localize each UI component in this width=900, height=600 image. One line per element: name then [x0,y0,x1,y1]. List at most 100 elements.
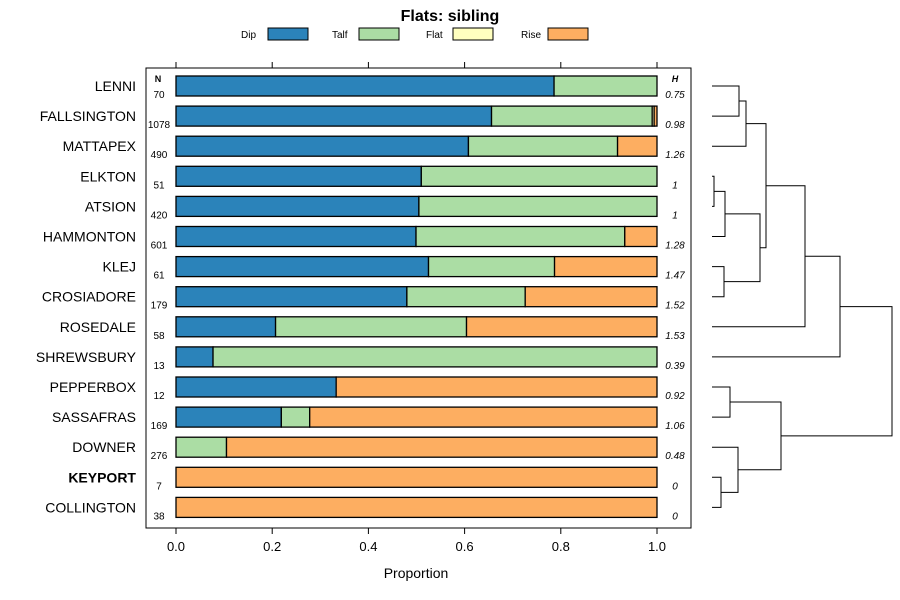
row-h-value: 0.92 [665,391,685,402]
row-n-value: 169 [151,421,168,432]
dendro-link-root [781,306,893,437]
bar-segment-dip [175,105,493,127]
bar-row-lenni: LENNI 70 0.75 [95,75,685,101]
bar-row-sassafras: SASSAFRAS 169 1.06 [52,406,685,432]
row-h-value: 1 [672,180,678,191]
row-label: ATSION [85,198,136,214]
bar-segment-dip [175,165,422,187]
row-h-value: 1.52 [665,301,685,312]
row-n-value: 51 [153,180,165,191]
bar-row-fallsington: FALLSINGTON 1078 0.98 [40,105,685,131]
bar-segment-talf [553,75,658,97]
plot-frame [145,67,692,529]
bar-segment-rise [553,255,658,278]
bar-segment-dip [175,286,408,308]
row-h-value: 0 [672,511,678,522]
bar-segment-talf [280,406,311,428]
bar-row-downer: DOWNER 276 0.48 [72,436,685,462]
dendro-link-elkton-atsion [712,175,715,207]
row-label: MATTAPEX [63,138,137,154]
dendro-link-keyport-collington [712,476,722,508]
bar-segment-rise [309,406,658,428]
bar-segment-rise [616,135,658,157]
row-label: ELKTON [80,168,136,184]
row-n-value: 7 [156,481,162,492]
row-h-value: 1.47 [665,271,685,282]
x-tick-label: 0.4 [359,539,377,554]
row-h-value: 1 [672,210,678,221]
row-n-value: 61 [153,271,165,282]
row-n-value: 276 [151,451,168,462]
row-h-value: 0 [672,481,678,492]
row-label: ROSEDALE [60,319,136,335]
x-tick-label: 0.0 [167,539,185,554]
row-h-value: 0.98 [665,120,685,131]
dendro-link-klej-crosiadore [712,266,725,298]
row-n-value: 70 [153,90,165,101]
bar-row-collington: COLLINGTON 38 0 [45,496,678,522]
bar-segment-rise [175,496,658,519]
dendro-link-pepperbox-sassafras [712,386,731,418]
bar-segment-dip [175,346,214,368]
row-h-value: 0.75 [665,90,685,101]
bar-segment-talf [212,346,658,368]
row-h-value: 0.39 [665,361,685,372]
dendro-link-upper-rosedale [712,185,806,328]
x-tick-label: 0.8 [552,539,570,554]
row-label: HAMMONTON [43,229,136,245]
bar-segment-talf [274,316,468,338]
row-n-value: 58 [153,331,165,342]
legend: Dip Talf Flat Rise [241,27,589,41]
bar-segment-rise [624,225,658,248]
bar-row-atsion: ATSION 420 1 [85,195,678,221]
row-n-value: 490 [151,150,168,161]
dendro-link-upper-middle [746,123,767,249]
row-label: DOWNER [72,439,136,455]
bar-row-crosiadore: CROSIADORE 179 1.52 [42,286,685,312]
row-n-value: 179 [151,301,168,312]
row-label: KEYPORT [68,469,136,485]
bar-segment-talf [406,286,526,308]
n-column-header: N [155,74,162,84]
chart-title: Flats: sibling [401,8,500,25]
dendro-link-lenni-fallsington [712,85,740,117]
row-label: LENNI [95,78,136,94]
bar-segment-rise [175,466,658,488]
x-tick-label: 1.0 [648,539,666,554]
bar-segment-dip [175,255,430,278]
bar-segment-rise [524,286,658,308]
row-n-value: 13 [153,361,165,372]
dendro-link-hammonton-klej [724,213,761,283]
x-tick-label: 0.6 [456,539,474,554]
bar-row-hammonton: HAMMONTON 601 1.28 [43,225,685,252]
row-h-value: 1.53 [665,331,685,342]
dendrogram [712,85,893,508]
bar-segment-talf [490,105,653,127]
bar-segment-rise [653,105,658,127]
row-n-value: 1078 [148,120,171,131]
legend-label-rise: Rise [521,30,541,41]
bar-segment-dip [175,135,470,157]
bar-segment-rise [335,376,658,398]
bar-segment-dip [175,225,417,248]
row-label: PEPPERBOX [50,379,137,395]
bar-segment-dip [175,316,277,338]
dendro-link-downer-keyport [712,446,739,493]
bar-row-klej: KLEJ 61 1.47 [103,255,685,282]
row-label: CROSIADORE [42,289,136,305]
row-n-value: 38 [153,511,165,522]
bar-row-rosedale: ROSEDALE 58 1.53 [60,316,685,342]
dendro-link-upper-shrewsbury [712,255,841,358]
row-n-value: 12 [153,391,165,402]
bar-segment-dip [175,376,337,398]
legend-swatch-rise [547,27,589,41]
legend-swatch-flat [452,27,494,41]
bar-segment-talf [467,135,619,157]
bar-segment-rise [465,316,658,338]
bar-segment-talf [427,255,556,278]
bar-row-keyport: KEYPORT 7 0 [68,466,678,492]
row-h-value: 0.48 [665,451,685,462]
bar-segment-talf [415,225,626,248]
legend-label-talf: Talf [332,30,348,41]
